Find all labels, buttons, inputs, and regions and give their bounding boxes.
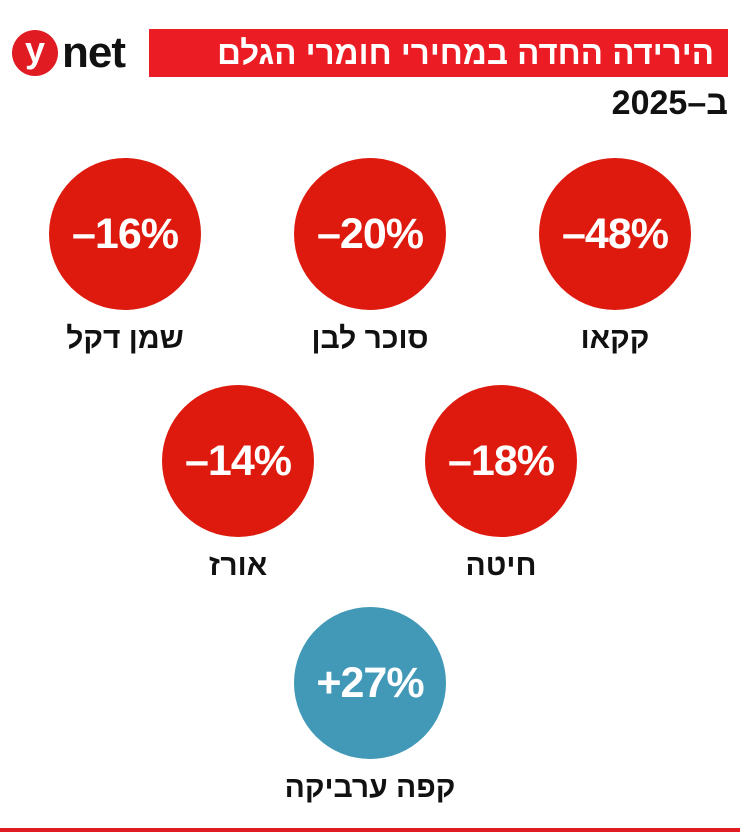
item-rice: –14% אורז — [138, 385, 338, 583]
value-circle: –20% — [294, 158, 446, 310]
item-label: שמן דקל — [66, 322, 184, 355]
value-circle: –14% — [162, 385, 314, 537]
value-circle: –16% — [49, 158, 201, 310]
title-bar: הירידה החדה במחירי חומרי הגלם — [149, 29, 728, 77]
subtitle: ב–2025 — [611, 84, 728, 122]
item-label: קקאו — [580, 322, 650, 355]
item-arabica-coffee: +27% קפה ערביקה — [270, 607, 470, 805]
logo-net-text: net — [62, 28, 126, 77]
item-label: אורז — [208, 549, 268, 582]
item-cocoa: –48% קקאו — [515, 158, 715, 356]
item-wheat: –18% חיטה — [401, 385, 601, 583]
value-circle: –48% — [539, 158, 691, 310]
item-label: קפה ערביקה — [284, 771, 456, 804]
item-label: חיטה — [465, 549, 537, 582]
item-palm-oil: –16% שמן דקל — [25, 158, 225, 356]
item-white-sugar: –20% סוכר לבן — [270, 158, 470, 356]
ynet-logo: y net — [12, 28, 126, 78]
item-label: סוכר לבן — [311, 322, 429, 355]
bottom-divider — [0, 828, 740, 832]
value-circle: +27% — [294, 607, 446, 759]
value-circle: –18% — [425, 385, 577, 537]
logo-y-circle: y — [12, 30, 58, 76]
